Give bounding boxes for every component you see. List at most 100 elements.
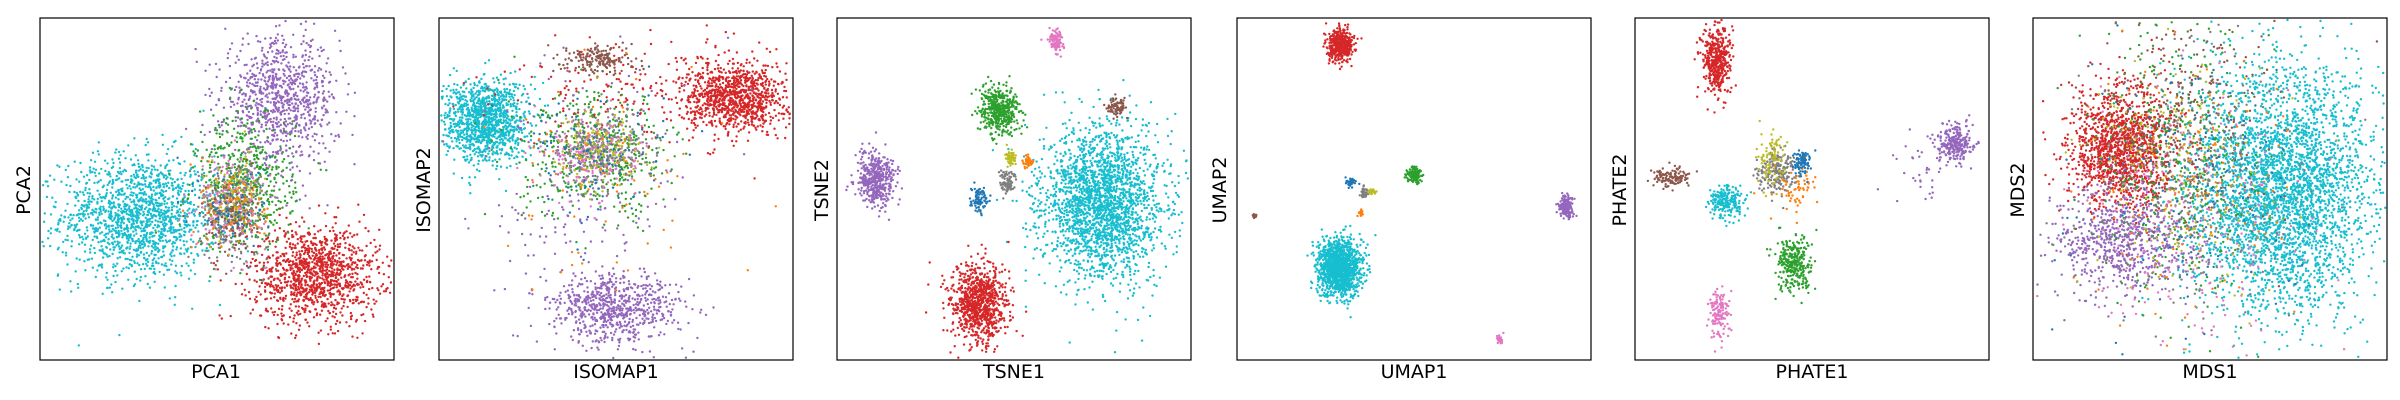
point [210,221,213,224]
point [295,191,298,194]
point [311,135,314,138]
point [160,230,163,233]
point [259,189,262,192]
point [171,145,174,148]
point [94,174,97,178]
point [259,293,262,296]
point [264,37,267,40]
point [96,150,100,153]
point [97,264,101,267]
point [261,238,264,241]
point [171,184,174,187]
point [188,183,191,187]
point [304,123,308,126]
point [340,287,344,290]
point [75,257,78,260]
point [138,244,141,247]
point [140,208,143,211]
point [309,310,312,314]
point [224,226,227,229]
point [253,298,257,301]
point [123,168,126,171]
point [343,231,346,234]
point [54,228,57,231]
point [222,238,225,241]
point [216,184,219,188]
point [135,216,138,220]
point [297,287,300,291]
point [86,229,89,232]
point [285,109,288,112]
point [145,251,148,255]
point [112,246,115,249]
point [106,173,109,176]
point [242,177,245,180]
point [265,297,268,300]
point [298,225,301,228]
point [314,107,317,110]
point [304,108,307,111]
point [318,240,322,243]
point [128,258,132,262]
point [248,95,252,98]
point [338,245,341,249]
point [312,102,315,105]
point [247,132,251,135]
point [172,159,175,162]
point [270,81,273,85]
point [329,252,333,255]
point [245,272,248,276]
point [303,117,307,120]
point [124,257,127,261]
point [317,152,320,155]
point [137,169,141,172]
point [251,177,255,180]
point [298,283,301,286]
point [250,128,253,131]
point [321,294,325,297]
point [322,48,325,52]
point [148,220,151,223]
point [325,278,328,281]
point [118,251,121,254]
point [210,185,213,188]
point [93,160,97,163]
cluster-brown [182,158,262,275]
point [213,155,216,158]
point [99,210,102,213]
point [120,207,123,210]
point [183,220,186,223]
point [49,227,53,230]
point [289,280,293,283]
point [127,278,130,281]
point [301,55,304,59]
point [126,257,129,261]
point [324,146,327,150]
point [64,251,68,254]
point [313,95,316,99]
point [250,131,253,134]
point [163,264,166,267]
point [317,285,320,289]
point [292,269,295,273]
point [300,113,303,117]
point [89,171,92,174]
point [281,34,284,37]
point [223,154,226,157]
point [205,232,208,236]
point [139,168,142,171]
point [248,177,251,180]
point [279,111,282,114]
point [309,39,313,43]
point [347,274,350,277]
point [154,231,158,234]
point [349,311,353,315]
point [293,73,296,77]
point [173,235,177,239]
point [313,65,317,68]
point [312,236,315,240]
point [371,313,374,316]
point [279,118,282,121]
point [276,277,279,280]
point [208,155,211,158]
